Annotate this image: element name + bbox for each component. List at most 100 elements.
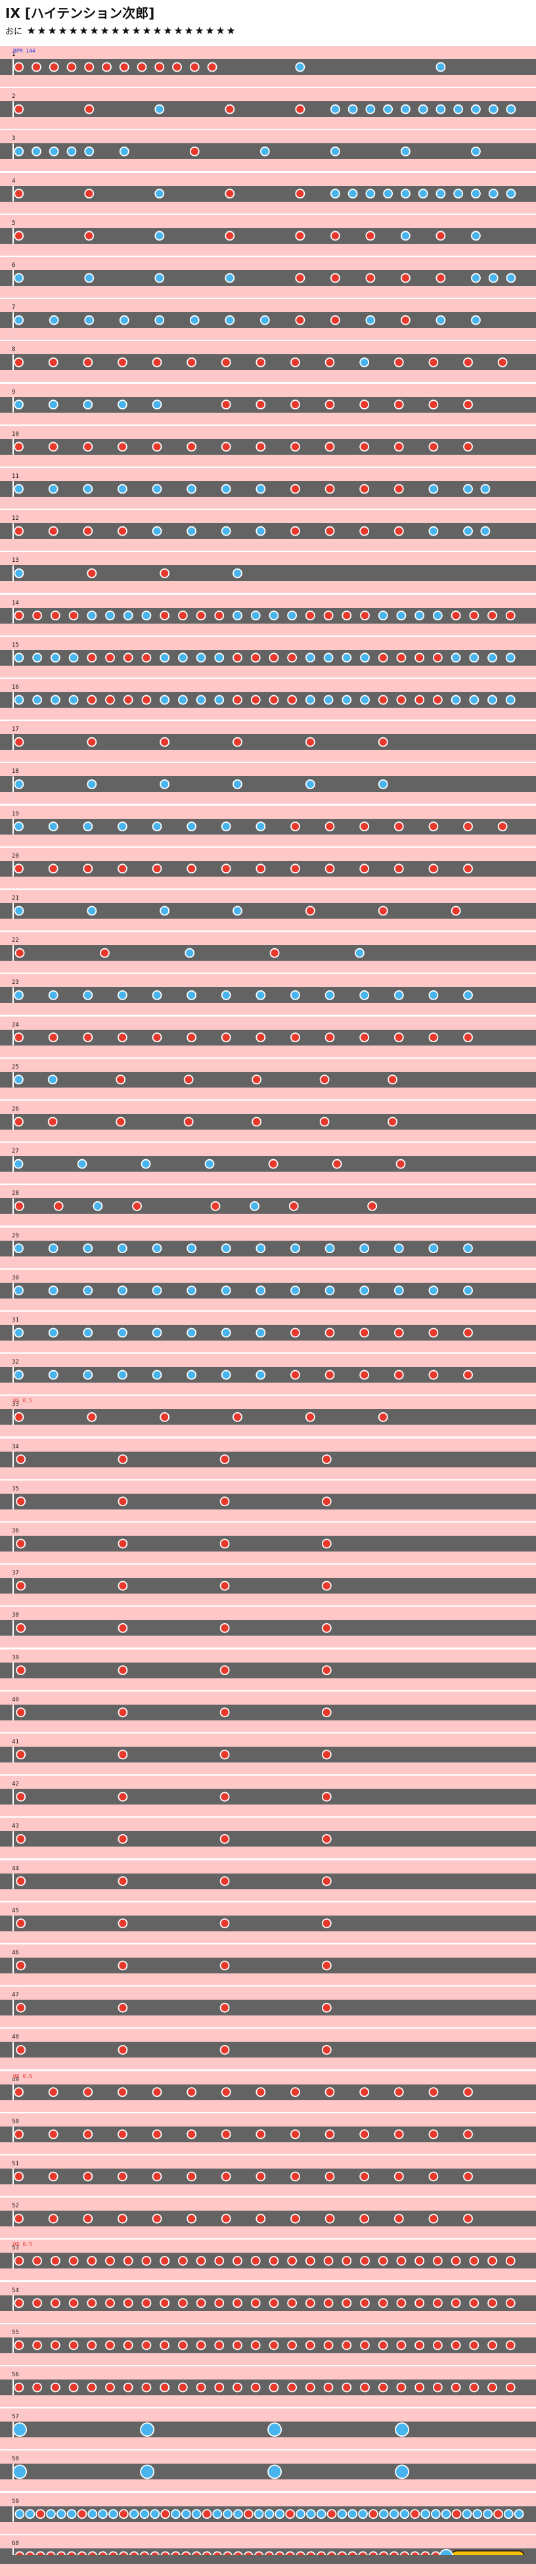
don-note: [160, 2382, 170, 2393]
don-note: [152, 442, 162, 452]
difficulty-star-icon: ★: [26, 24, 36, 37]
ka-note: [48, 990, 58, 1000]
don-note: [14, 231, 24, 241]
don-note: [326, 2551, 337, 2555]
ka-note: [395, 2464, 409, 2479]
ka-note: [93, 1201, 103, 1211]
measure-number: 36: [12, 1528, 19, 1534]
measure-lane: [0, 1620, 536, 1636]
don-note: [187, 2087, 197, 2098]
don-note: [152, 2171, 162, 2182]
ka-note: [383, 189, 393, 199]
don-note: [214, 2340, 225, 2351]
don-note: [359, 2129, 370, 2140]
measure-number: 7: [12, 304, 16, 311]
ka-note: [83, 821, 93, 831]
don-note: [436, 231, 446, 241]
ka-note: [287, 610, 298, 620]
measure-number: 26: [12, 1106, 19, 1113]
don-note: [16, 2002, 26, 2013]
don-note: [83, 1032, 93, 1042]
don-note: [108, 2551, 118, 2555]
ka-note: [119, 146, 129, 156]
ka-note: [50, 653, 60, 663]
don-note: [256, 2129, 266, 2140]
don-note: [324, 2213, 335, 2224]
don-note: [160, 2298, 170, 2309]
ka-note: [483, 2509, 493, 2519]
don-note: [233, 2298, 242, 2309]
ka-note: [83, 1243, 93, 1253]
ka-note: [14, 1243, 24, 1253]
don-note: [463, 442, 473, 452]
don-note: [16, 1665, 26, 1676]
don-note: [118, 1454, 128, 1465]
don-note: [323, 2340, 334, 2351]
don-note: [214, 2255, 225, 2266]
ka-note: [84, 146, 95, 156]
don-note: [219, 1833, 230, 1844]
don-note: [244, 2551, 254, 2555]
don-note: [290, 863, 300, 874]
don-note: [463, 1327, 473, 1338]
don-note: [321, 1538, 332, 1549]
don-note: [393, 821, 404, 831]
don-note: [256, 442, 266, 452]
ka-note: [14, 1074, 24, 1085]
don-note: [221, 2087, 231, 2098]
ka-note: [359, 1243, 370, 1253]
don-note: [118, 526, 127, 536]
don-note: [56, 2551, 66, 2555]
don-note: [378, 653, 388, 663]
don-note: [252, 1074, 262, 1085]
don-note: [53, 1201, 64, 1211]
don-note: [214, 2298, 225, 2309]
don-note: [256, 400, 266, 409]
don-note: [83, 863, 93, 874]
don-note: [287, 2340, 298, 2351]
ka-note: [463, 1243, 473, 1253]
don-note: [432, 2298, 443, 2309]
don-note: [16, 1580, 26, 1591]
don-note: [256, 2087, 266, 2098]
don-note: [32, 2298, 43, 2309]
don-note: [269, 653, 279, 663]
don-note: [256, 2171, 266, 2182]
ka-note: [221, 990, 231, 1000]
difficulty-star-icon: ★: [152, 24, 162, 37]
don-note: [360, 2382, 370, 2393]
don-note: [50, 610, 60, 620]
don-note: [250, 2340, 261, 2351]
don-note: [295, 189, 305, 199]
don-note: [87, 2551, 97, 2555]
don-note: [191, 2551, 202, 2555]
don-note: [256, 357, 266, 367]
ka-note: [14, 568, 24, 578]
don-note: [233, 653, 242, 663]
measure-number: 44: [12, 1865, 19, 1872]
ka-note: [221, 1243, 231, 1253]
ka-note: [108, 2509, 118, 2519]
don-note: [326, 2509, 337, 2519]
don-note: [305, 2298, 315, 2309]
don-note: [14, 526, 24, 536]
measure-number: 15: [12, 641, 19, 649]
don-note: [388, 1074, 397, 1085]
don-note: [150, 2551, 160, 2555]
ka-note: [256, 1369, 266, 1380]
ka-note: [48, 1243, 58, 1253]
ka-note: [393, 1243, 404, 1253]
don-note: [360, 610, 370, 620]
don-note: [141, 2382, 152, 2393]
don-note: [463, 357, 473, 367]
don-note: [102, 62, 112, 72]
ka-note: [436, 315, 446, 325]
ka-note: [480, 484, 491, 494]
ka-note: [14, 821, 24, 831]
ka-note: [505, 653, 516, 663]
ka-note: [462, 2509, 472, 2519]
ka-note: [330, 104, 340, 114]
ka-note: [305, 653, 315, 663]
don-note: [463, 2171, 473, 2182]
measure-number: 30: [12, 1274, 19, 1281]
